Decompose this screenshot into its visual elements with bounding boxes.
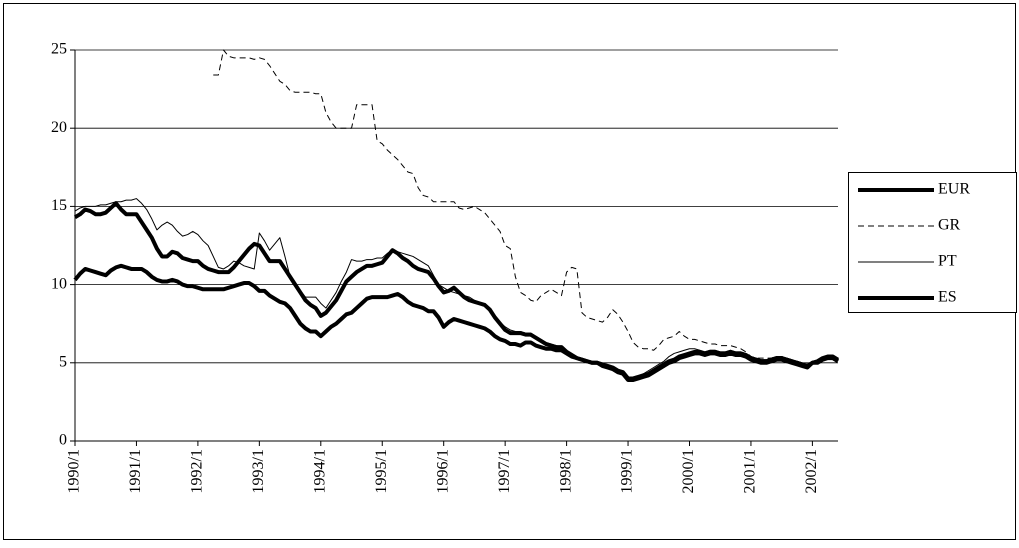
y-tick-label: 10 [51, 275, 67, 292]
x-tick-label: 2002/1 [803, 449, 820, 493]
x-tick-label: 1998/1 [557, 449, 574, 493]
x-tick-label: 1996/1 [434, 449, 451, 493]
legend-label: ES [938, 289, 957, 306]
x-tick-label: 1995/1 [373, 449, 390, 493]
x-tick-label: 1991/1 [127, 449, 144, 493]
legend-label: EUR [938, 181, 970, 198]
series-line [213, 49, 839, 365]
y-tick-label: 25 [51, 41, 67, 58]
x-tick-label: 1993/1 [250, 449, 267, 493]
series-line [73, 201, 840, 381]
legend-label: GR [938, 217, 961, 234]
y-tick-label: 0 [59, 432, 67, 449]
chart-frame [3, 3, 1016, 540]
x-tick-label: 1994/1 [311, 449, 328, 493]
x-tick-label: 1992/1 [189, 449, 206, 493]
x-tick-label: 1997/1 [496, 449, 513, 493]
x-tick-label: 1999/1 [619, 449, 636, 493]
y-tick-label: 5 [59, 353, 67, 370]
y-tick-label: 15 [51, 197, 67, 214]
x-tick-label: 2000/1 [680, 449, 697, 493]
x-tick-label: 1990/1 [66, 449, 83, 493]
legend-label: PT [938, 253, 957, 270]
x-tick-label: 2001/1 [742, 449, 759, 493]
y-tick-label: 20 [51, 119, 67, 136]
legend-box [848, 172, 1017, 313]
